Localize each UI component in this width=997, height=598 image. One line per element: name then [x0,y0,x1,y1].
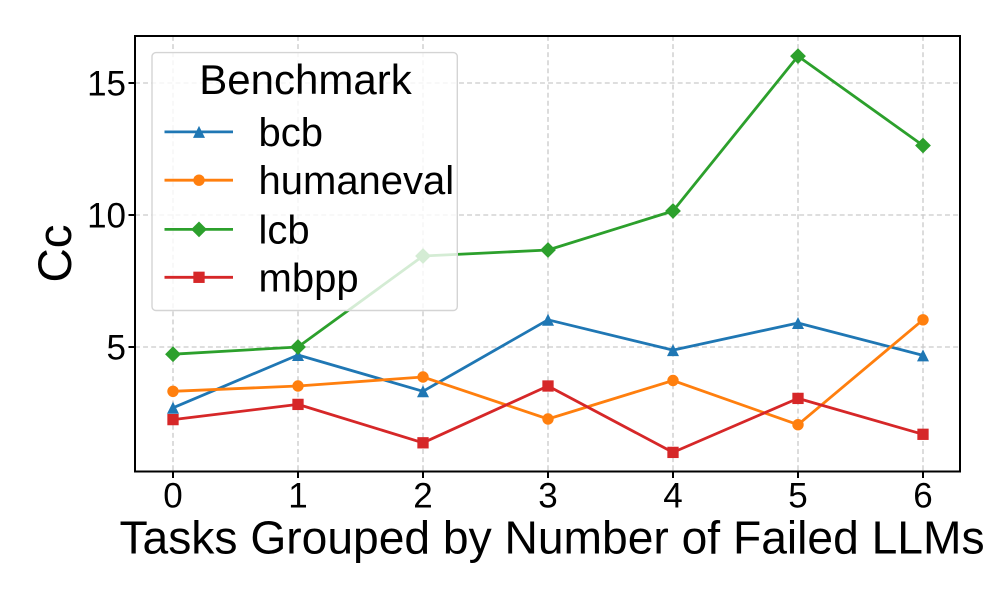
svg-text:10: 10 [87,197,126,236]
svg-text:Benchmark: Benchmark [199,56,412,103]
svg-text:mbpp: mbpp [259,256,359,300]
svg-text:humaneval: humaneval [259,159,455,203]
svg-text:bcb: bcb [259,111,324,155]
svg-text:2: 2 [413,477,432,516]
svg-text:5: 5 [788,477,807,516]
svg-text:0: 0 [163,477,182,516]
svg-text:1: 1 [288,477,307,516]
svg-text:15: 15 [87,65,126,104]
svg-text:lcb: lcb [259,208,310,252]
svg-text:Tasks Grouped by Number of Fai: Tasks Grouped by Number of Failed LLMs [119,512,984,564]
svg-text:4: 4 [663,477,682,516]
svg-text:6: 6 [913,477,932,516]
svg-text:Cc: Cc [29,224,82,282]
svg-text:5: 5 [107,329,126,368]
svg-text:3: 3 [538,477,557,516]
